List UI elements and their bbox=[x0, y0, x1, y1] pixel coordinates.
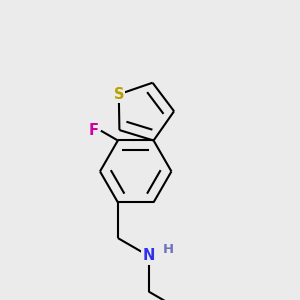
Text: S: S bbox=[113, 87, 124, 102]
Text: F: F bbox=[89, 123, 99, 138]
Text: H: H bbox=[163, 243, 174, 256]
Text: N: N bbox=[142, 248, 155, 263]
